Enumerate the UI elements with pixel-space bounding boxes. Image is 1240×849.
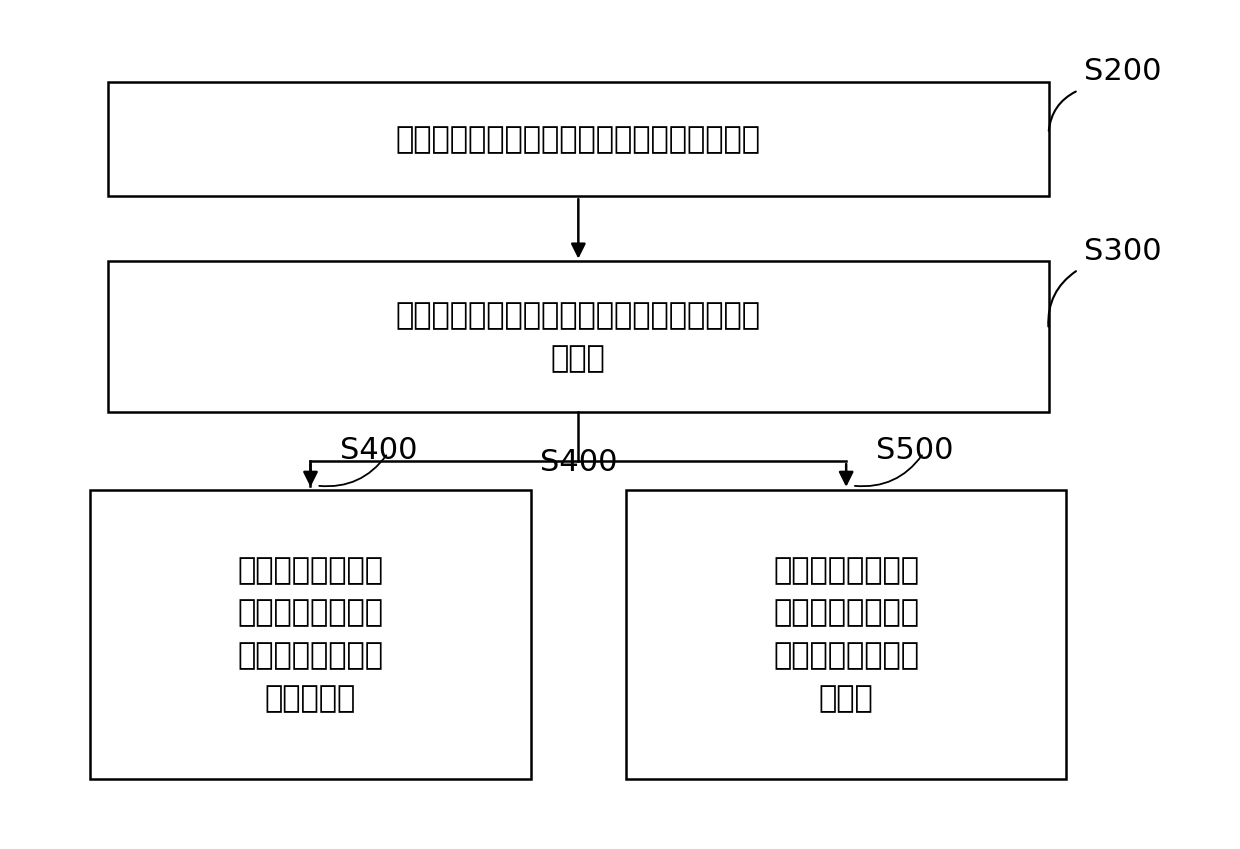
Text: 当压力偏差值大于
或等于预设偏差值
时，输出冷媒泄漏
的报警信息: 当压力偏差值大于 或等于预设偏差值 时，输出冷媒泄漏 的报警信息	[238, 556, 383, 713]
Text: S500: S500	[875, 436, 954, 465]
Bar	[108, 82, 1049, 196]
Text: S400: S400	[340, 436, 418, 465]
Text: S400: S400	[539, 448, 618, 477]
Text: S200: S200	[1084, 57, 1162, 87]
Text: 当压力偏差值小于
预设偏差值时，控
制冷却机以当前状
态运行: 当压力偏差值小于 预设偏差值时，控 制冷却机以当前状 态运行	[774, 556, 919, 713]
Text: 根据当前压力数据和预设压力数据库得到压力
偏差值: 根据当前压力数据和预设压力数据库得到压力 偏差值	[396, 301, 761, 373]
Bar	[626, 490, 1066, 779]
Text: S300: S300	[1084, 237, 1162, 266]
Text: 获取冷却机的冷凝器集气总管的当前压力数据: 获取冷却机的冷凝器集气总管的当前压力数据	[396, 125, 761, 154]
Bar	[91, 490, 531, 779]
Bar	[108, 261, 1049, 413]
